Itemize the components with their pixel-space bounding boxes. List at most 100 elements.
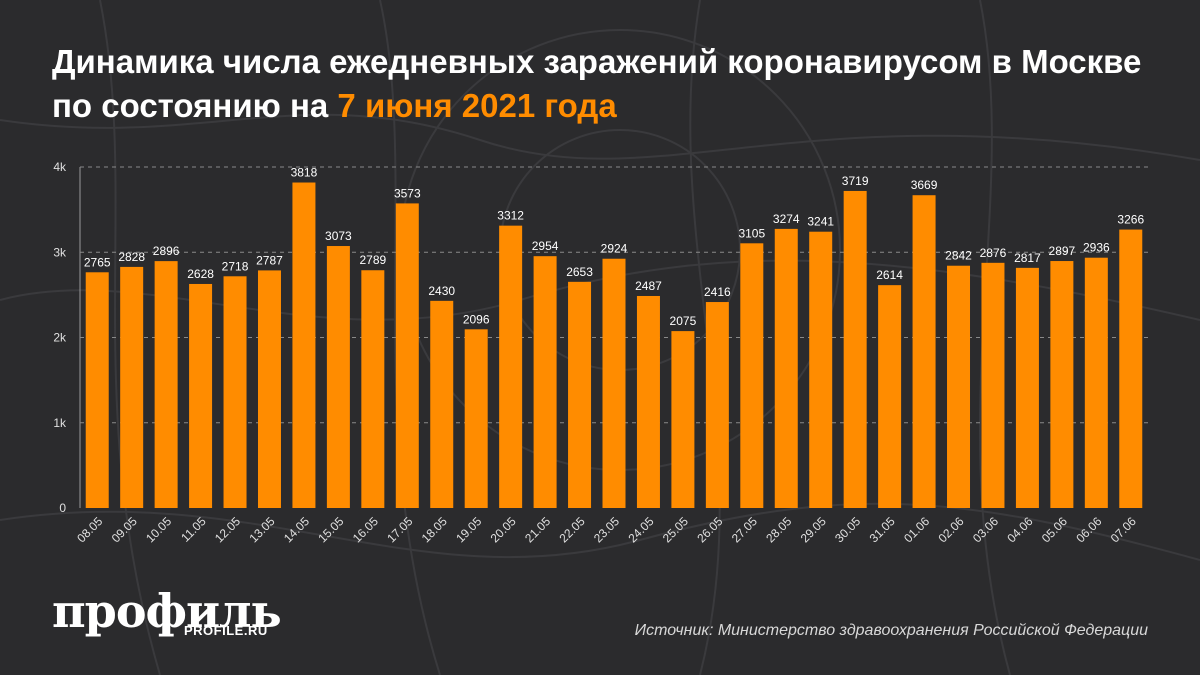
x-tick-label: 24.05 — [625, 514, 656, 545]
bar — [430, 300, 454, 508]
data-label: 2765 — [84, 255, 111, 269]
x-tick-label: 26.05 — [694, 514, 725, 545]
title-main: Динамика числа ежедневных заражений коро… — [52, 43, 1142, 124]
bar — [395, 203, 419, 509]
bars-layer — [85, 182, 1143, 509]
bar — [774, 228, 798, 509]
bar — [257, 270, 281, 508]
bar — [361, 270, 385, 508]
x-tick-label: 05.06 — [1039, 514, 1070, 545]
x-tick-label: 03.06 — [970, 514, 1001, 545]
data-label: 3312 — [497, 209, 524, 223]
x-tick-label: 15.05 — [315, 514, 346, 545]
x-tick-label: 18.05 — [419, 514, 450, 545]
bar — [981, 262, 1005, 508]
x-tick-label: 21.05 — [522, 514, 553, 545]
x-tick-label: 07.06 — [1108, 514, 1139, 545]
x-tick-label: 31.05 — [867, 514, 898, 545]
x-tick-label: 11.05 — [178, 514, 209, 545]
x-tick-label: 02.06 — [936, 514, 967, 545]
data-label: 2924 — [601, 242, 628, 256]
data-label: 2842 — [945, 249, 972, 263]
x-tick-label: 27.05 — [729, 514, 760, 545]
bar — [1050, 261, 1074, 508]
bar — [464, 329, 488, 508]
x-tick-label: 09.05 — [109, 514, 140, 545]
x-tick-label: 06.06 — [1073, 514, 1104, 545]
x-tick-label: 20.05 — [488, 514, 519, 545]
data-label: 2954 — [532, 239, 559, 253]
x-tick-label: 28.05 — [763, 514, 794, 545]
data-label: 2817 — [1014, 251, 1041, 265]
x-tick-label: 13.05 — [246, 514, 277, 545]
bar — [1015, 267, 1039, 508]
labels-layer: 0 1k 2k 3k 4k 2765 08.05 2828 09.05 2896 10.05 2628… — [53, 160, 1144, 545]
bar — [85, 272, 109, 508]
bar — [189, 283, 213, 508]
data-label: 2787 — [256, 253, 283, 267]
data-label: 3274 — [773, 212, 800, 226]
profile-logo[interactable]: профиль — [52, 584, 282, 638]
y-tick-label: 4k — [53, 160, 67, 174]
x-tick-label: 25.05 — [660, 514, 691, 545]
x-tick-label: 30.05 — [832, 514, 863, 545]
x-tick-label: 04.06 — [1004, 514, 1035, 545]
data-label: 2075 — [670, 314, 697, 328]
data-label: 3073 — [325, 229, 352, 243]
bar — [533, 256, 557, 508]
bar — [223, 276, 247, 508]
x-tick-label: 01.06 — [901, 514, 932, 545]
bar — [326, 246, 350, 509]
y-tick-label: 0 — [59, 501, 66, 515]
x-tick-label: 16.05 — [350, 514, 381, 545]
data-label: 2430 — [428, 284, 455, 298]
bar — [154, 261, 178, 508]
x-tick-label: 17.05 — [384, 514, 415, 545]
bar — [947, 265, 971, 508]
y-tick-label: 1k — [53, 416, 67, 430]
x-tick-label: 19.05 — [453, 514, 484, 545]
y-tick-label: 2k — [53, 331, 67, 345]
bar — [120, 266, 144, 508]
bar — [499, 225, 523, 509]
source-note: Источник: Министерство здравоохранения Р… — [634, 622, 1148, 639]
data-label: 2876 — [980, 246, 1007, 260]
chart-title: Динамика числа ежедневных заражений коро… — [52, 40, 1162, 128]
bar — [809, 231, 833, 508]
data-label: 2416 — [704, 285, 731, 299]
data-label: 2487 — [635, 279, 662, 293]
bar — [912, 195, 936, 508]
x-tick-label: 22.05 — [557, 514, 588, 545]
y-tick-label: 3k — [53, 245, 67, 259]
x-tick-label: 12.05 — [212, 514, 243, 545]
data-label: 3669 — [911, 178, 938, 192]
data-label: 3818 — [291, 166, 318, 180]
data-label: 2896 — [153, 244, 180, 258]
data-label: 2789 — [359, 253, 386, 267]
data-label: 2628 — [187, 267, 214, 281]
data-label: 2718 — [222, 259, 249, 273]
bar — [705, 302, 729, 508]
x-tick-label: 14.05 — [281, 514, 312, 545]
bar — [292, 182, 316, 508]
bar — [671, 331, 695, 508]
data-label: 3719 — [842, 174, 869, 188]
data-label: 3573 — [394, 186, 421, 200]
data-label: 2828 — [118, 250, 145, 264]
bar — [636, 295, 660, 508]
x-tick-label: 29.05 — [798, 514, 829, 545]
bar — [1084, 257, 1108, 508]
bar — [602, 258, 626, 508]
data-label: 3105 — [738, 226, 765, 240]
data-label: 2653 — [566, 265, 593, 279]
bar — [843, 190, 867, 508]
bar — [568, 281, 592, 508]
bar — [740, 243, 764, 508]
data-label: 2897 — [1049, 244, 1076, 258]
profile-url[interactable]: PROFILE.RU — [184, 623, 268, 638]
data-label: 2936 — [1083, 241, 1110, 255]
data-label: 2096 — [463, 312, 490, 326]
bar — [1119, 229, 1143, 509]
title-date-accent: 7 июня 2021 года — [337, 87, 617, 124]
